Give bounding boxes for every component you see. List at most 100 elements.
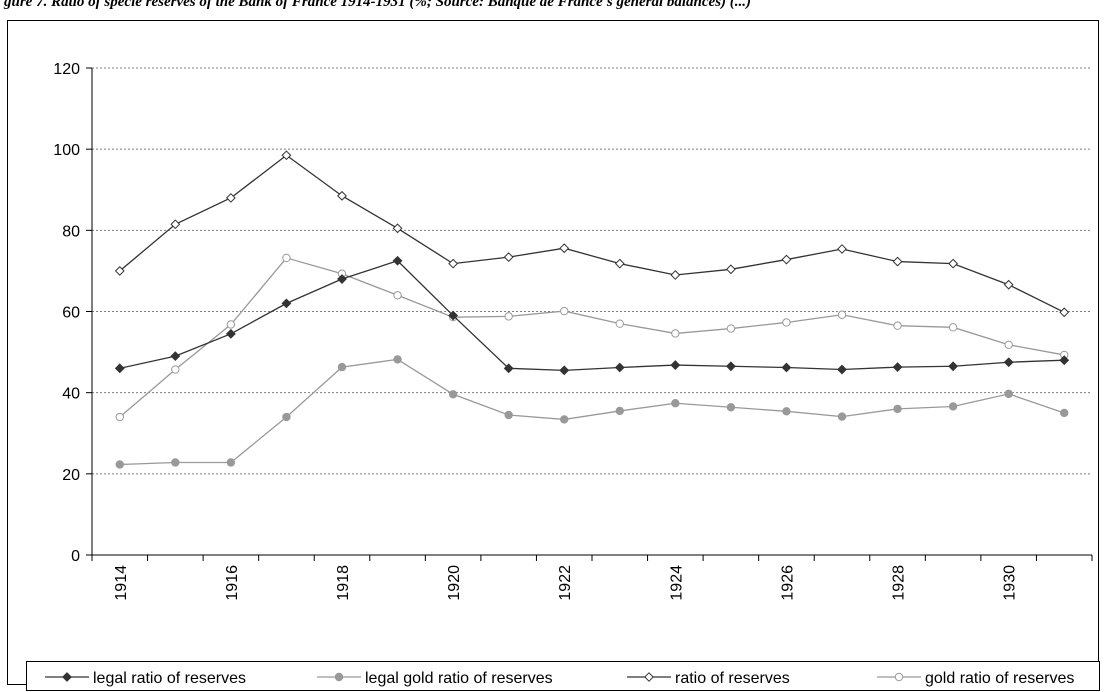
grid-lines xyxy=(92,67,1092,475)
data-point xyxy=(503,252,514,263)
data-point xyxy=(726,403,736,412)
data-point xyxy=(225,192,236,203)
data-point xyxy=(614,362,625,373)
data-point xyxy=(393,291,402,300)
data-point xyxy=(781,362,792,373)
legend: legal ratio of reserves legal gold ratio … xyxy=(26,661,1100,691)
y-tick-label: 20 xyxy=(62,467,80,484)
data-point xyxy=(226,458,236,467)
data-point xyxy=(226,320,236,329)
legend-label: ratio of reserves xyxy=(675,670,790,687)
data-point xyxy=(225,328,236,339)
data-point xyxy=(560,306,569,316)
data-point xyxy=(1060,408,1069,418)
data-point xyxy=(170,219,181,230)
x-axis-ticks: 1914 1916 1918 1920 1922 1924 1926 1928 1930 xyxy=(91,555,1093,601)
x-tick-label: 1918 xyxy=(335,565,352,601)
legend-item: gold ratio of reserves xyxy=(877,670,1074,687)
series-gold-ratio-of-reserves xyxy=(115,253,1069,422)
data-point xyxy=(837,244,847,254)
data-point xyxy=(171,365,180,374)
data-point xyxy=(671,399,680,408)
data-point xyxy=(114,266,125,276)
data-point xyxy=(837,310,847,319)
data-point xyxy=(282,412,291,422)
legend-item: legal ratio of reserves xyxy=(45,670,246,687)
line-chart: 0 20 40 60 80 100 120 1914 1916 1918 1920 1922 1924… xyxy=(53,61,1093,601)
data-point xyxy=(614,258,625,269)
data-point xyxy=(392,223,403,234)
data-point xyxy=(448,258,459,269)
series-legal-gold-ratio-of-reserves xyxy=(115,355,1069,469)
data-point xyxy=(615,406,624,416)
y-tick-label: 0 xyxy=(71,548,80,565)
x-tick-label: 1922 xyxy=(557,565,574,601)
x-tick-label: 1930 xyxy=(1002,565,1019,601)
data-point xyxy=(392,255,403,266)
data-point xyxy=(782,407,791,416)
data-point xyxy=(62,672,72,682)
data-point xyxy=(781,254,792,265)
legend-label: gold ratio of reserves xyxy=(925,670,1074,687)
y-axis-ticks: 0 20 40 60 80 100 120 xyxy=(53,61,92,565)
data-point xyxy=(893,404,902,414)
data-point xyxy=(503,363,514,374)
legend-label: legal ratio of reserves xyxy=(93,670,246,687)
data-point xyxy=(1003,357,1014,368)
data-point xyxy=(725,264,736,275)
data-point xyxy=(892,362,903,373)
series-line xyxy=(119,358,1065,466)
series-line xyxy=(119,257,1065,418)
data-point xyxy=(171,458,180,467)
data-point xyxy=(894,672,904,682)
x-tick-label: 1924 xyxy=(668,565,685,601)
data-point xyxy=(1004,340,1013,349)
data-point xyxy=(282,253,291,263)
data-point xyxy=(644,672,654,682)
series-ratio-of-reserves xyxy=(114,150,1070,318)
y-tick-label: 40 xyxy=(62,386,80,403)
data-point xyxy=(837,412,847,421)
x-tick-label: 1926 xyxy=(779,565,796,601)
data-point xyxy=(1004,389,1013,399)
series-line xyxy=(119,154,1065,313)
data-point xyxy=(337,274,347,284)
data-point xyxy=(560,415,569,424)
data-point xyxy=(726,324,736,333)
data-point xyxy=(615,319,624,328)
data-point xyxy=(948,258,959,269)
data-point xyxy=(1059,307,1070,318)
x-tick-label: 1916 xyxy=(224,565,241,601)
data-point xyxy=(114,363,125,374)
data-point xyxy=(948,402,958,411)
data-point xyxy=(892,256,903,267)
data-point xyxy=(671,329,680,338)
data-point xyxy=(893,321,902,330)
data-point xyxy=(670,360,681,370)
data-point xyxy=(448,390,458,399)
data-point xyxy=(1003,279,1014,290)
figure-caption: gure 7. Ratio of specie reserves of the … xyxy=(4,0,752,10)
data-point xyxy=(948,361,959,372)
data-point xyxy=(334,672,344,682)
y-tick-label: 120 xyxy=(53,61,80,78)
data-point xyxy=(670,270,681,280)
data-point xyxy=(725,361,736,372)
chart-frame: 0 20 40 60 80 100 120 1914 1916 1918 1920 1922 1924… xyxy=(7,20,1100,691)
x-tick-label: 1914 xyxy=(113,565,130,601)
data-point xyxy=(281,150,292,161)
data-point xyxy=(337,362,347,372)
y-tick-label: 60 xyxy=(62,305,80,322)
series-group xyxy=(114,150,1070,469)
series-line xyxy=(119,260,1065,371)
series-legal-ratio-of-reserves xyxy=(114,255,1070,376)
data-point xyxy=(393,355,402,364)
x-tick-label: 1928 xyxy=(891,565,908,601)
data-point xyxy=(281,298,292,309)
data-point xyxy=(115,460,124,469)
data-point xyxy=(170,351,181,362)
data-point xyxy=(504,312,513,321)
data-point xyxy=(448,310,459,321)
data-point xyxy=(1059,355,1070,366)
x-tick-label: 1920 xyxy=(446,565,463,601)
